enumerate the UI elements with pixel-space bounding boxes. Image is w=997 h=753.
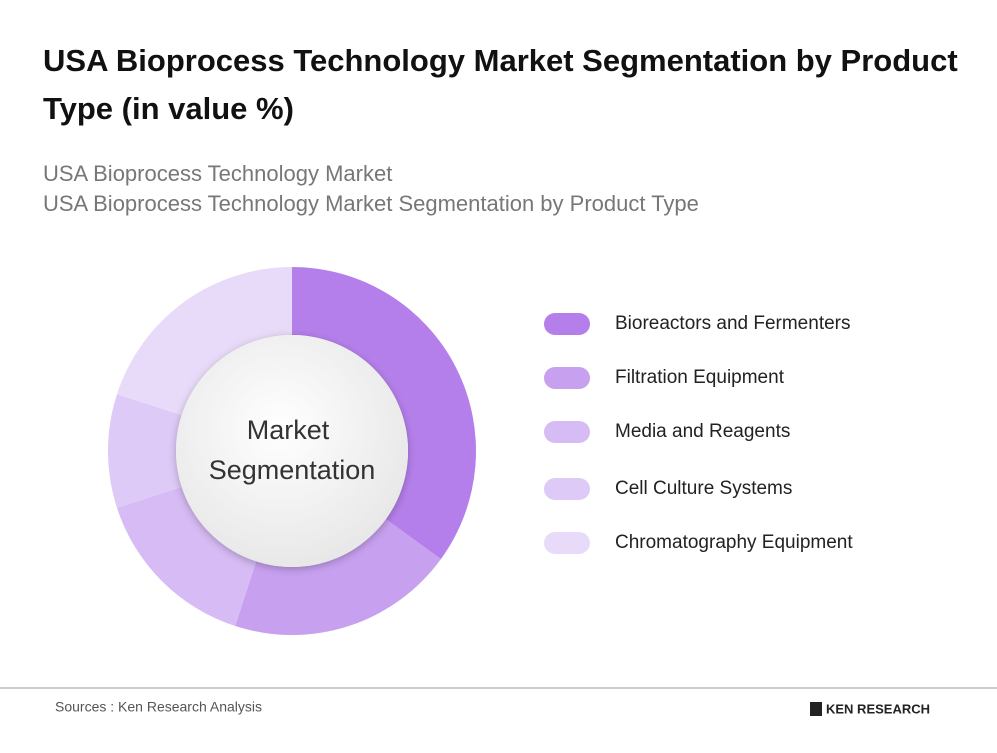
legend: Bioreactors and Fermenters Filtration Equ… [544, 313, 853, 554]
center-label: Segmentation [209, 455, 376, 485]
legend-swatch [544, 532, 590, 554]
legend-label: Chromatography Equipment [615, 532, 853, 553]
center-label: Market [247, 415, 330, 445]
legend-label: Cell Culture Systems [615, 478, 792, 499]
donut-segment [117, 486, 257, 626]
subtitle: USA Bioprocess Technology Market [43, 161, 392, 186]
donut-segment [108, 394, 182, 508]
donut-segment [292, 267, 476, 560]
legend-swatch [544, 367, 590, 389]
legend-label: Media and Reagents [615, 421, 790, 442]
logo-icon [810, 702, 822, 716]
legend-swatch [544, 313, 590, 335]
legend-label: Filtration Equipment [615, 367, 785, 388]
logo: KEN RESEARCH [826, 701, 930, 716]
donut [108, 267, 476, 635]
donut-segment [235, 519, 441, 635]
legend-label: Bioreactors and Fermenters [615, 313, 851, 334]
donut-center [176, 335, 408, 567]
subtitle: USA Bioprocess Technology Market Segment… [43, 191, 699, 216]
legend-swatch [544, 421, 590, 443]
chart-title: USA Bioprocess Technology Market Segment… [43, 43, 958, 126]
donut-segment [117, 267, 292, 416]
source: Sources : Ken Research Analysis [55, 699, 262, 715]
legend-swatch [544, 478, 590, 500]
